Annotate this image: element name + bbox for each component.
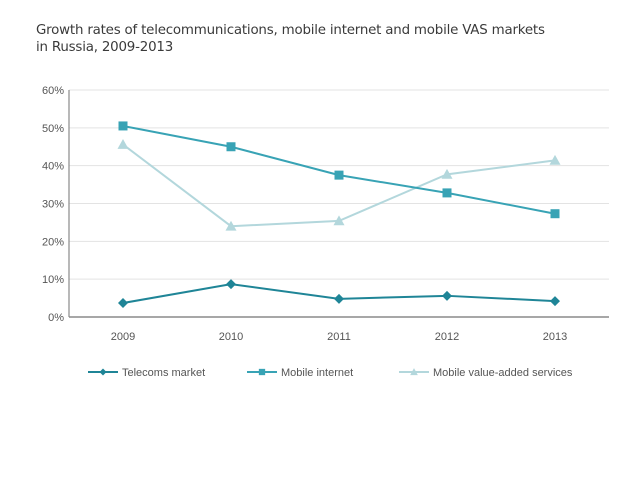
y-tick-label: 20% <box>42 236 64 248</box>
data-point <box>550 209 560 219</box>
legend-item: Mobile internet <box>247 367 353 379</box>
data-point <box>442 290 452 301</box>
y-tick-label: 60% <box>42 85 64 97</box>
data-point <box>226 142 236 152</box>
y-axis-ticks: 0% 10% 20% 30% 40% 50% 60% <box>42 85 64 324</box>
x-tick-label: 2009 <box>111 331 135 343</box>
x-tick-label: 2013 <box>543 331 567 343</box>
chart-title-line-2: in Russia, 2009-2013 <box>36 40 174 55</box>
data-point <box>118 121 128 131</box>
legend-label: Mobile value-added services <box>433 367 573 379</box>
axes <box>68 90 609 318</box>
y-tick-label: 30% <box>42 199 64 211</box>
legend: Telecoms market Mobile internet Mobile val… <box>88 367 573 379</box>
legend-marker <box>410 368 418 376</box>
series-line <box>122 124 556 215</box>
series-line <box>122 143 556 228</box>
legend-label: Mobile internet <box>281 367 353 379</box>
x-tick-label: 2010 <box>219 331 243 343</box>
data-point <box>226 279 236 290</box>
legend-label: Telecoms market <box>122 367 205 379</box>
y-tick-label: 10% <box>42 274 64 286</box>
data-point <box>333 215 345 226</box>
data-point <box>334 170 344 180</box>
y-tick-label: 50% <box>42 123 64 135</box>
legend-item: Telecoms market <box>88 367 205 379</box>
x-tick-label: 2011 <box>327 331 351 343</box>
legend-marker <box>99 368 107 376</box>
data-point <box>334 293 344 304</box>
data-point <box>225 220 237 231</box>
series-mobile-value-added-services <box>117 138 561 231</box>
gridlines <box>69 89 609 280</box>
y-tick-label: 40% <box>42 161 64 173</box>
data-point <box>441 168 453 179</box>
chart-title-line-1: Growth rates of telecommunications, mobi… <box>36 23 545 38</box>
series-group <box>117 121 561 309</box>
data-point <box>550 296 560 307</box>
data-point <box>442 188 452 198</box>
series-telecoms-market <box>118 279 560 309</box>
legend-marker <box>258 368 266 376</box>
y-tick-label: 0% <box>48 312 64 324</box>
data-point <box>549 154 561 165</box>
x-tick-label: 2012 <box>435 331 459 343</box>
chart-title: Growth rates of telecommunications, mobi… <box>36 22 616 56</box>
legend-item: Mobile value-added services <box>399 367 573 379</box>
data-point <box>118 298 128 309</box>
data-point <box>117 138 129 149</box>
x-axis-ticks: 2009 2010 2011 2012 2013 <box>111 331 567 343</box>
series-mobile-internet <box>118 121 560 219</box>
